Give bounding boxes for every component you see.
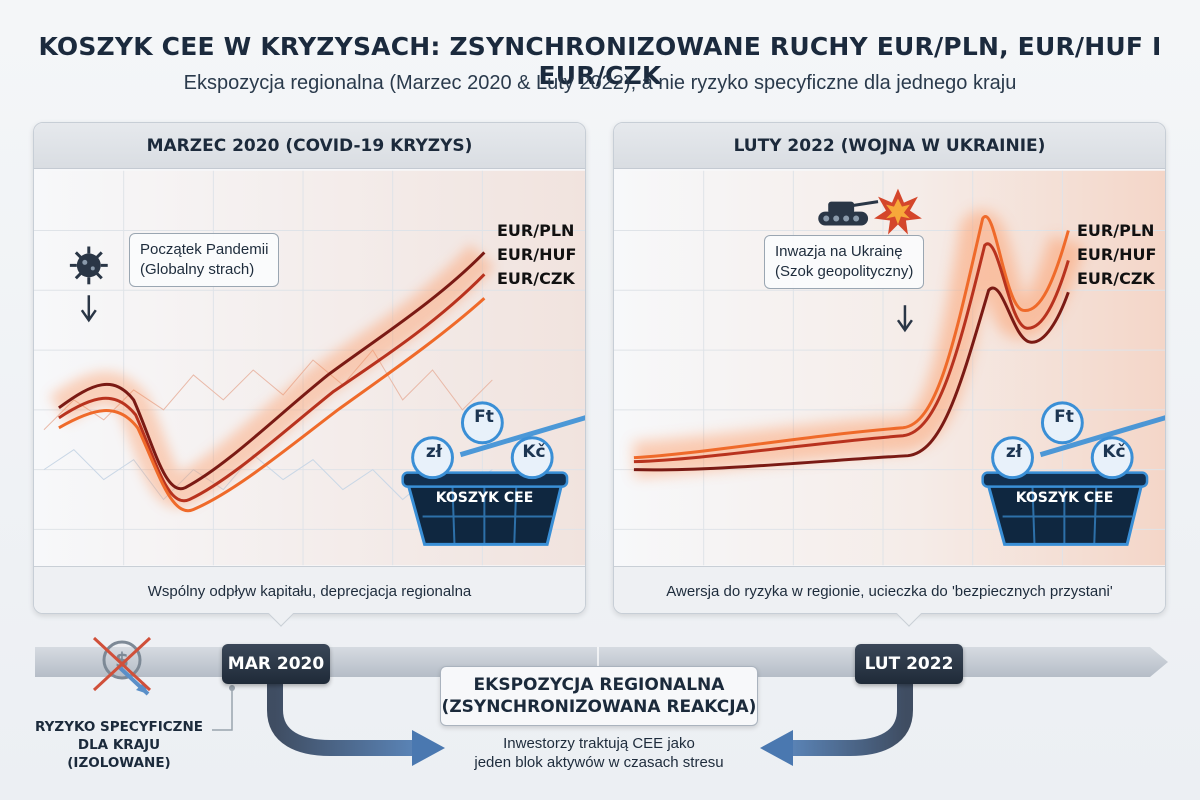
note-line: jeden blok aktywów w czasach stresu [474, 754, 724, 771]
callout-line: Początek Pandemii [140, 241, 269, 258]
specific-risk-line: RYZYKO SPECYFICZNE [34, 719, 203, 735]
series-line-eur-huf [58, 273, 486, 503]
legend-eur-pln: EUR/PLN [1077, 221, 1155, 240]
callout-pandemic-start: Początek Pandemii (Globalny strach) [129, 233, 280, 287]
legend-eur-pln: EUR/PLN [497, 221, 575, 240]
panel-title-march-2020: MARZEC 2020 (COVID-19 KRYZYS) [34, 123, 585, 169]
currency-coin-czk: Kč [522, 442, 546, 462]
specific-risk-label: RYZYKO SPECYFICZNE DLA KRAJU (IZOLOWANE) [24, 718, 214, 772]
arrow-down-icon [80, 295, 97, 323]
chart-february-2022 [614, 170, 1165, 566]
basket-label-left: KOSZYK CEE [435, 490, 534, 506]
series-line-eur-pln [58, 251, 486, 491]
specific-risk-line: (IZOLOWANE) [67, 755, 171, 771]
chart-march-2020 [34, 170, 585, 566]
panel-footer-march-2020: Wspólny odpływ kapitału, deprecjacja reg… [34, 566, 585, 613]
series-line-eur-pln [633, 214, 1070, 460]
panel-footer-february-2022: Awersja do ryzyka w regionie, ucieczka d… [614, 566, 1165, 613]
callout-line: (Szok geopolityczny) [775, 263, 914, 280]
currency-coin-huf: Ft [1054, 407, 1074, 427]
cee-basket-icon [401, 401, 585, 546]
series-line-eur-czk [58, 297, 486, 513]
series-legend-right: EUR/PLN EUR/HUF EUR/CZK [1077, 219, 1156, 291]
basket-label-right: KOSZYK CEE [1015, 490, 1114, 506]
series-legend-left: EUR/PLN EUR/HUF EUR/CZK [497, 219, 576, 291]
note-line: Inwestorzy traktują CEE jako [503, 735, 695, 752]
panel-february-2022: LUTY 2022 (WOJNA W UKRAINIE) [613, 122, 1166, 614]
virus-icon [69, 246, 108, 285]
callout-line: (Globalny strach) [140, 261, 255, 278]
currency-coin-pln: zł [425, 442, 443, 462]
connector-line [212, 688, 233, 731]
panel-march-2020: MARZEC 2020 (COVID-19 KRYZYS) [33, 122, 586, 614]
arrow-left-to-center [267, 682, 415, 756]
date-badge-mar-2020: MAR 2020 [222, 644, 330, 684]
series-line-eur-huf [633, 242, 1070, 464]
arrow-right-to-center [790, 682, 913, 756]
legend-eur-huf: EUR/HUF [497, 245, 577, 264]
currency-coin-czk: Kč [1102, 442, 1126, 462]
regional-exposure-note: Inwestorzy traktują CEE jako jeden blok … [440, 734, 758, 772]
page-title: KOSZYK CEE W KRYZYSACH: ZSYNCHRONIZOWANE… [38, 32, 1162, 90]
panel-title-february-2022: LUTY 2022 (WOJNA W UKRAINIE) [614, 123, 1165, 169]
explosion-icon [874, 188, 922, 235]
regional-exposure-subtitle: (ZSYNCHRONIZOWANA REAKCJA) [441, 697, 757, 717]
tank-icon [818, 200, 879, 226]
crossed-country-icon: $ [92, 636, 152, 696]
specific-risk-line: DLA KRAJU [77, 737, 161, 753]
date-badge-lut-2022: LUT 2022 [855, 644, 963, 684]
cee-basket-icon [981, 401, 1165, 546]
series-glow [632, 210, 1085, 478]
legend-eur-czk: EUR/CZK [1077, 269, 1155, 288]
callout-line: Inwazja na Ukrainę [775, 243, 903, 260]
arrow-down-icon [896, 305, 913, 333]
legend-eur-czk: EUR/CZK [497, 269, 575, 288]
regional-exposure-title: EKSPOZYCJA REGIONALNA [473, 675, 725, 695]
series-line-eur-czk [633, 286, 1070, 472]
callout-invasion: Inwazja na Ukrainę (Szok geopolityczny) [764, 235, 925, 289]
regional-exposure-box: EKSPOZYCJA REGIONALNA (ZSYNCHRONIZOWANA … [440, 666, 758, 726]
currency-coin-huf: Ft [474, 407, 494, 427]
currency-coin-pln: zł [1005, 442, 1023, 462]
page-subtitle: Ekspozycja regionalna (Marzec 2020 & Lut… [183, 72, 1017, 94]
arrow-head-left [760, 730, 793, 766]
legend-eur-huf: EUR/HUF [1077, 245, 1157, 264]
arrow-head-right [412, 730, 445, 766]
